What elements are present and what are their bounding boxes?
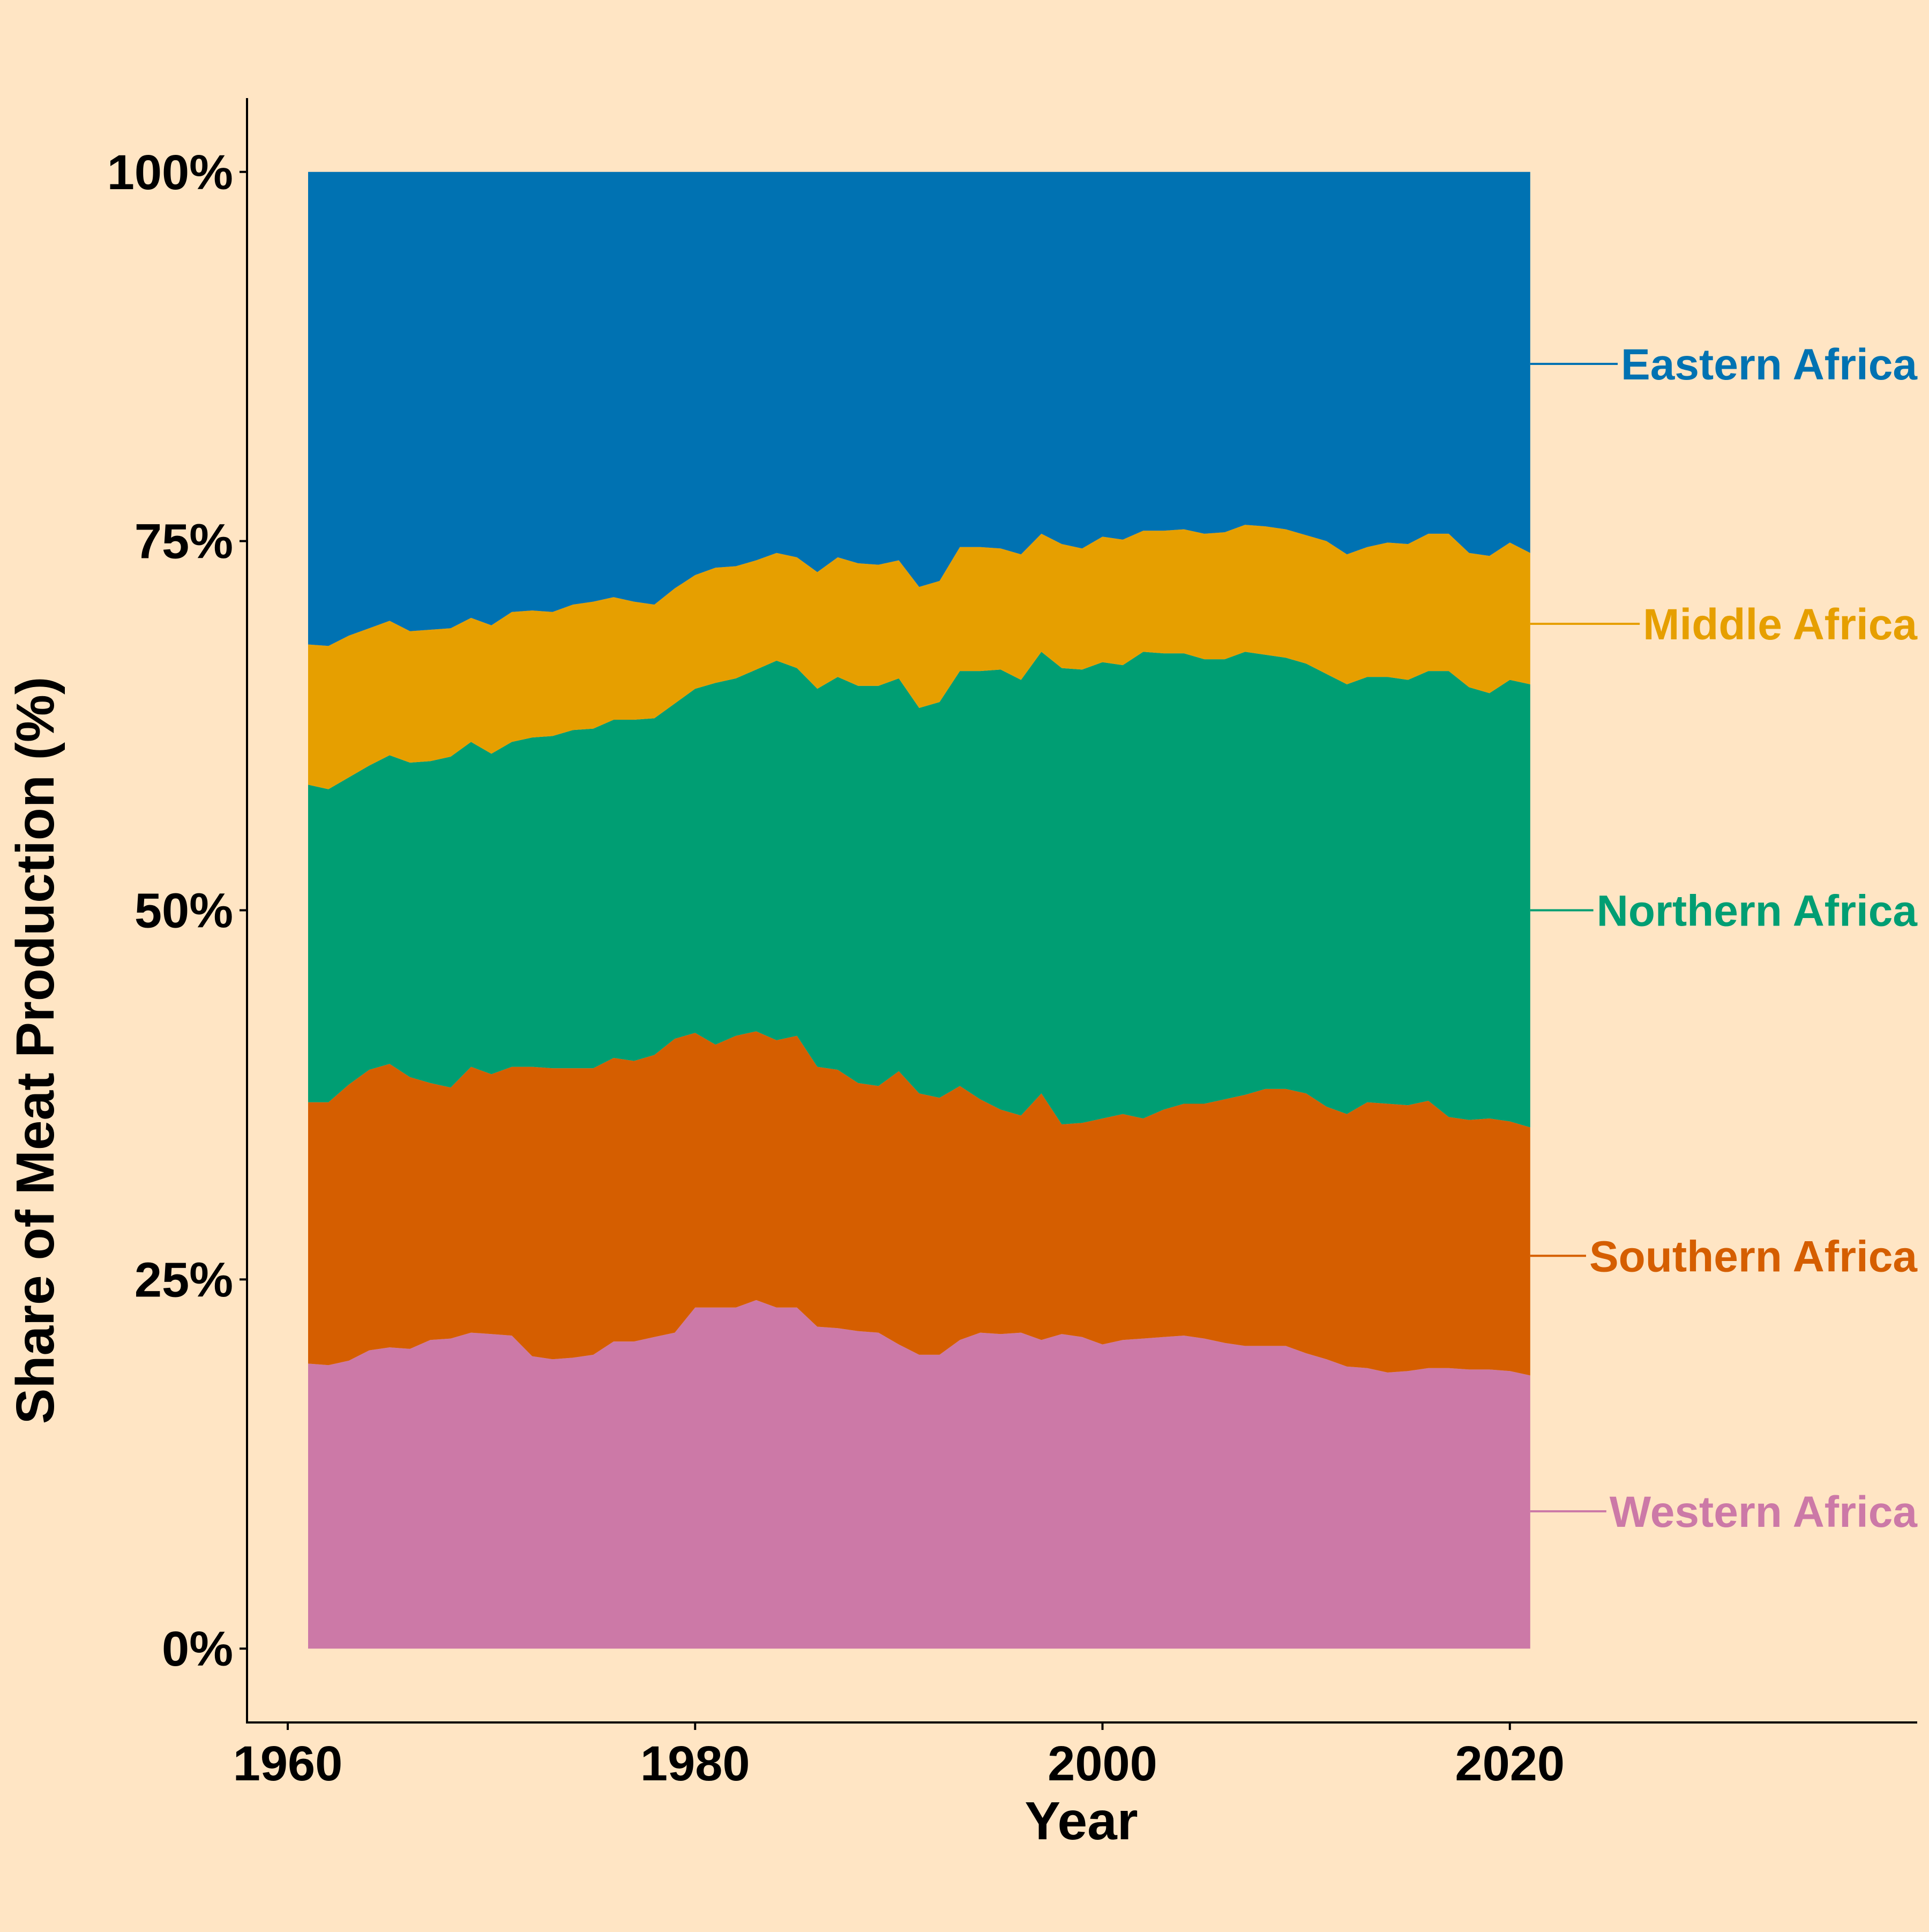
y-tick-label: 75% bbox=[134, 514, 233, 569]
y-axis-title: Share of Meat Production (%) bbox=[5, 677, 65, 1424]
area-middle-africa bbox=[308, 525, 1530, 789]
series-label-eastern-africa: Eastern Africa bbox=[1621, 340, 1918, 389]
area-layer bbox=[308, 171, 1530, 1649]
x-tick-label: 2020 bbox=[1455, 1736, 1565, 1791]
x-tick-label: 1960 bbox=[233, 1736, 343, 1791]
y-tick-label: 0% bbox=[162, 1622, 233, 1676]
series-label-western-africa: Western Africa bbox=[1610, 1488, 1918, 1536]
y-tick-label: 100% bbox=[107, 145, 233, 200]
area-southern-africa bbox=[308, 1031, 1530, 1376]
x-axis-title: Year bbox=[1025, 1791, 1138, 1851]
y-tick-label: 25% bbox=[134, 1252, 233, 1307]
x-tick-label: 1980 bbox=[640, 1736, 750, 1791]
area-northern-africa bbox=[308, 652, 1530, 1128]
tick-layer: 0% 25% 50% 75% 100% 1960 1980 2000 2020 bbox=[107, 145, 1565, 1791]
series-label-southern-africa: Southern Africa bbox=[1589, 1232, 1918, 1281]
series-label-middle-africa: Middle Africa bbox=[1643, 600, 1918, 649]
series-label-northern-africa: Northern Africa bbox=[1597, 887, 1918, 936]
area-eastern-africa bbox=[308, 171, 1530, 646]
area-western-africa bbox=[308, 1300, 1530, 1649]
x-tick-label: 2000 bbox=[1048, 1736, 1157, 1791]
label-layer: Western Africa Southern Africa Northern Af… bbox=[1530, 340, 1918, 1536]
y-tick-label: 50% bbox=[134, 884, 233, 938]
